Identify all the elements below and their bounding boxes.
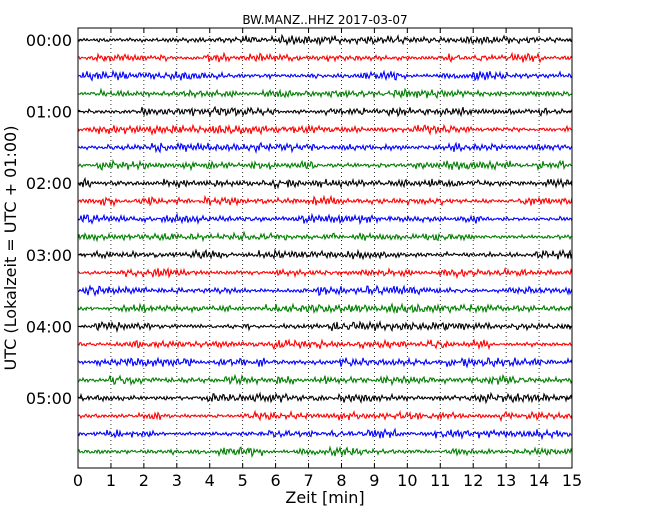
- seismic-trace: [77, 391, 573, 405]
- x-tick-label: 12: [463, 471, 483, 490]
- seismic-trace: [77, 319, 573, 334]
- seismic-trace: [77, 248, 573, 261]
- plot-frame: [77, 27, 573, 469]
- seismic-trace: [77, 51, 573, 64]
- seismic-trace: [77, 158, 573, 172]
- seismic-trace: [77, 427, 573, 441]
- x-tick-label: 14: [529, 471, 549, 490]
- x-tick-label: 0: [73, 471, 83, 490]
- x-axis: 0 1 2 3 4 5 6 7 8 9 10 11 12 13 14 15: [73, 28, 582, 490]
- x-tick-label: 10: [397, 471, 417, 490]
- y-tick-label: 00:00: [26, 31, 72, 50]
- seismic-trace: [77, 302, 573, 315]
- seismic-trace: [77, 230, 573, 243]
- x-tick-label: 15: [562, 471, 582, 490]
- seismic-trace: [77, 356, 573, 369]
- x-tick-label: 6: [271, 471, 281, 490]
- seismic-trace: [77, 123, 573, 137]
- grid-lines: [110, 28, 540, 468]
- seismic-trace: [77, 87, 573, 100]
- y-tick-label: 03:00: [26, 246, 72, 265]
- seismic-trace: [77, 284, 573, 297]
- trace-group: [77, 33, 573, 458]
- seismic-trace: [77, 409, 573, 423]
- x-tick-label: 7: [303, 471, 313, 490]
- seismic-trace: [77, 373, 573, 387]
- x-tick-label: 1: [106, 471, 116, 490]
- x-tick-label: 5: [238, 471, 248, 490]
- x-tick-label: 13: [496, 471, 516, 490]
- x-tick-label: 8: [336, 471, 346, 490]
- y-axis-label: UTC (Lokalzeit = UTC + 01:00): [1, 126, 20, 371]
- seismic-trace: [77, 176, 573, 190]
- seismic-trace: [77, 141, 573, 155]
- seismic-trace: [77, 338, 573, 351]
- seismic-trace: [77, 33, 573, 47]
- y-tick-label: 02:00: [26, 174, 72, 193]
- seismic-trace: [77, 69, 573, 82]
- y-axis: 00:00 01:00 02:00 03:00 04:00 05:00: [26, 31, 572, 408]
- seismic-trace: [77, 266, 573, 280]
- seismic-trace: [77, 105, 573, 118]
- chart-title: BW.MANZ..HHZ 2017-03-07: [242, 13, 407, 27]
- y-tick-label: 05:00: [26, 389, 72, 408]
- x-tick-label: 11: [430, 471, 450, 490]
- x-tick-label: 4: [205, 471, 215, 490]
- y-tick-label: 04:00: [26, 317, 72, 336]
- y-tick-label: 01:00: [26, 103, 72, 122]
- x-tick-label: 2: [139, 471, 149, 490]
- seismic-trace: [77, 445, 573, 458]
- x-axis-label: Zeit [min]: [285, 488, 364, 507]
- seismic-trace: [77, 212, 573, 226]
- x-tick-label: 3: [172, 471, 182, 490]
- seismic-trace: [77, 194, 573, 208]
- x-tick-label: 9: [369, 471, 379, 490]
